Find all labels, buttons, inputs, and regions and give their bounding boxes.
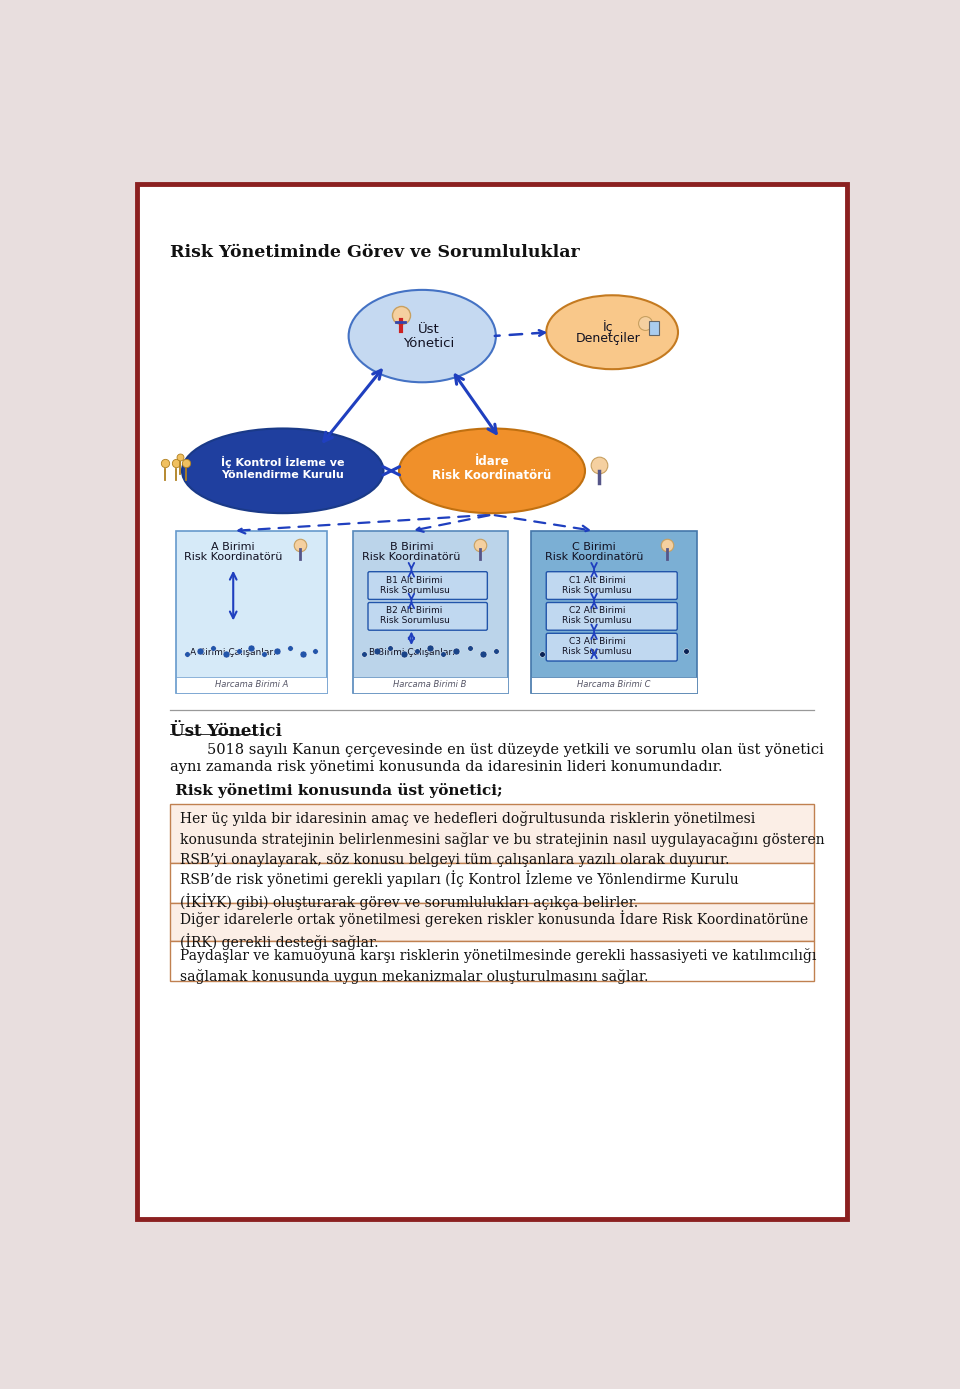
Text: C Birimi Çalışanları: C Birimi Çalışanları	[551, 647, 637, 657]
Ellipse shape	[182, 428, 383, 513]
Text: Yönlendirme Kurulu: Yönlendirme Kurulu	[222, 471, 344, 481]
Text: Risk Koordinatörü: Risk Koordinatörü	[432, 469, 552, 482]
Text: Denetçiler: Denetçiler	[576, 332, 640, 344]
FancyBboxPatch shape	[170, 903, 814, 942]
Text: Her üç yılda bir idaresinin amaç ve hedefleri doğrultusunda risklerin yönetilmes: Her üç yılda bir idaresinin amaç ve hede…	[180, 811, 825, 867]
FancyBboxPatch shape	[531, 678, 697, 693]
Text: Üst Yönetici: Üst Yönetici	[170, 724, 282, 740]
FancyBboxPatch shape	[170, 942, 814, 982]
Text: C3 Alt Birimi: C3 Alt Birimi	[569, 638, 626, 646]
Text: A Birimi Çalışanları: A Birimi Çalışanları	[190, 647, 276, 657]
Text: Üst: Üst	[418, 324, 440, 336]
Text: Risk yönetimi konusunda üst yönetici;: Risk yönetimi konusunda üst yönetici;	[170, 782, 503, 797]
Text: Harcama Birimi C: Harcama Birimi C	[577, 681, 651, 689]
Text: C2 Alt Birimi: C2 Alt Birimi	[569, 607, 626, 615]
FancyBboxPatch shape	[352, 678, 508, 693]
Text: Risk Sorumlusu: Risk Sorumlusu	[563, 586, 633, 594]
Text: Harcama Birimi A: Harcama Birimi A	[215, 681, 288, 689]
FancyBboxPatch shape	[176, 678, 327, 693]
Text: Risk Yönetiminde Görev ve Sorumluluklar: Risk Yönetiminde Görev ve Sorumluluklar	[170, 243, 580, 261]
Text: C1 Alt Birimi: C1 Alt Birimi	[569, 575, 626, 585]
Text: B Birimi: B Birimi	[390, 542, 433, 551]
Text: A Birimi: A Birimi	[211, 542, 255, 551]
FancyBboxPatch shape	[546, 572, 677, 600]
Text: Risk Koordinatörü: Risk Koordinatörü	[184, 551, 282, 561]
Text: Risk Koordinatörü: Risk Koordinatörü	[362, 551, 461, 561]
Text: Risk Sorumlusu: Risk Sorumlusu	[379, 617, 449, 625]
FancyBboxPatch shape	[176, 531, 327, 693]
FancyBboxPatch shape	[170, 804, 814, 863]
Text: C Birimi: C Birimi	[572, 542, 616, 551]
Text: Yönetici: Yönetici	[403, 336, 454, 350]
Text: Paydaşlar ve kamuoyuna karşı risklerin yönetilmesinde gerekli hassasiyeti ve kat: Paydaşlar ve kamuoyuna karşı risklerin y…	[180, 949, 816, 985]
Ellipse shape	[546, 296, 678, 369]
FancyBboxPatch shape	[649, 321, 660, 335]
Text: Risk Sorumlusu: Risk Sorumlusu	[563, 647, 633, 656]
FancyBboxPatch shape	[546, 603, 677, 631]
Text: İç: İç	[603, 319, 613, 333]
Text: B1 Alt Birimi: B1 Alt Birimi	[386, 575, 443, 585]
Text: B Birimi Çalışanları: B Birimi Çalışanları	[369, 647, 454, 657]
FancyBboxPatch shape	[368, 603, 488, 631]
Text: Diğer idarelerle ortak yönetilmesi gereken riskler konusunda İdare Risk Koordina: Diğer idarelerle ortak yönetilmesi gerek…	[180, 910, 807, 950]
Text: İç Kontrol İzleme ve: İç Kontrol İzleme ve	[221, 456, 345, 468]
FancyBboxPatch shape	[531, 531, 697, 693]
Text: RSB’de risk yönetimi gerekli yapıları (İç Kontrol İzleme ve Yönlendirme Kurulu
(: RSB’de risk yönetimi gerekli yapıları (İ…	[180, 870, 738, 910]
Text: İdare: İdare	[474, 456, 510, 468]
Ellipse shape	[399, 428, 585, 513]
Text: B2 Alt Birimi: B2 Alt Birimi	[386, 607, 443, 615]
Text: Risk Sorumlusu: Risk Sorumlusu	[379, 586, 449, 594]
Text: Risk Koordinatörü: Risk Koordinatörü	[545, 551, 643, 561]
Text: 5018 sayılı Kanun çerçevesinde en üst düzeyde yetkili ve sorumlu olan üst yöneti: 5018 sayılı Kanun çerçevesinde en üst dü…	[170, 743, 825, 757]
FancyBboxPatch shape	[546, 633, 677, 661]
Text: Harcama Birimi B: Harcama Birimi B	[394, 681, 467, 689]
Ellipse shape	[348, 290, 496, 382]
FancyBboxPatch shape	[352, 531, 508, 693]
FancyBboxPatch shape	[170, 863, 814, 903]
FancyBboxPatch shape	[368, 572, 488, 600]
Text: aynı zamanda risk yönetimi konusunda da idaresinin lideri konumundadır.: aynı zamanda risk yönetimi konusunda da …	[170, 760, 723, 774]
FancyBboxPatch shape	[137, 183, 847, 1220]
Text: Risk Sorumlusu: Risk Sorumlusu	[563, 617, 633, 625]
